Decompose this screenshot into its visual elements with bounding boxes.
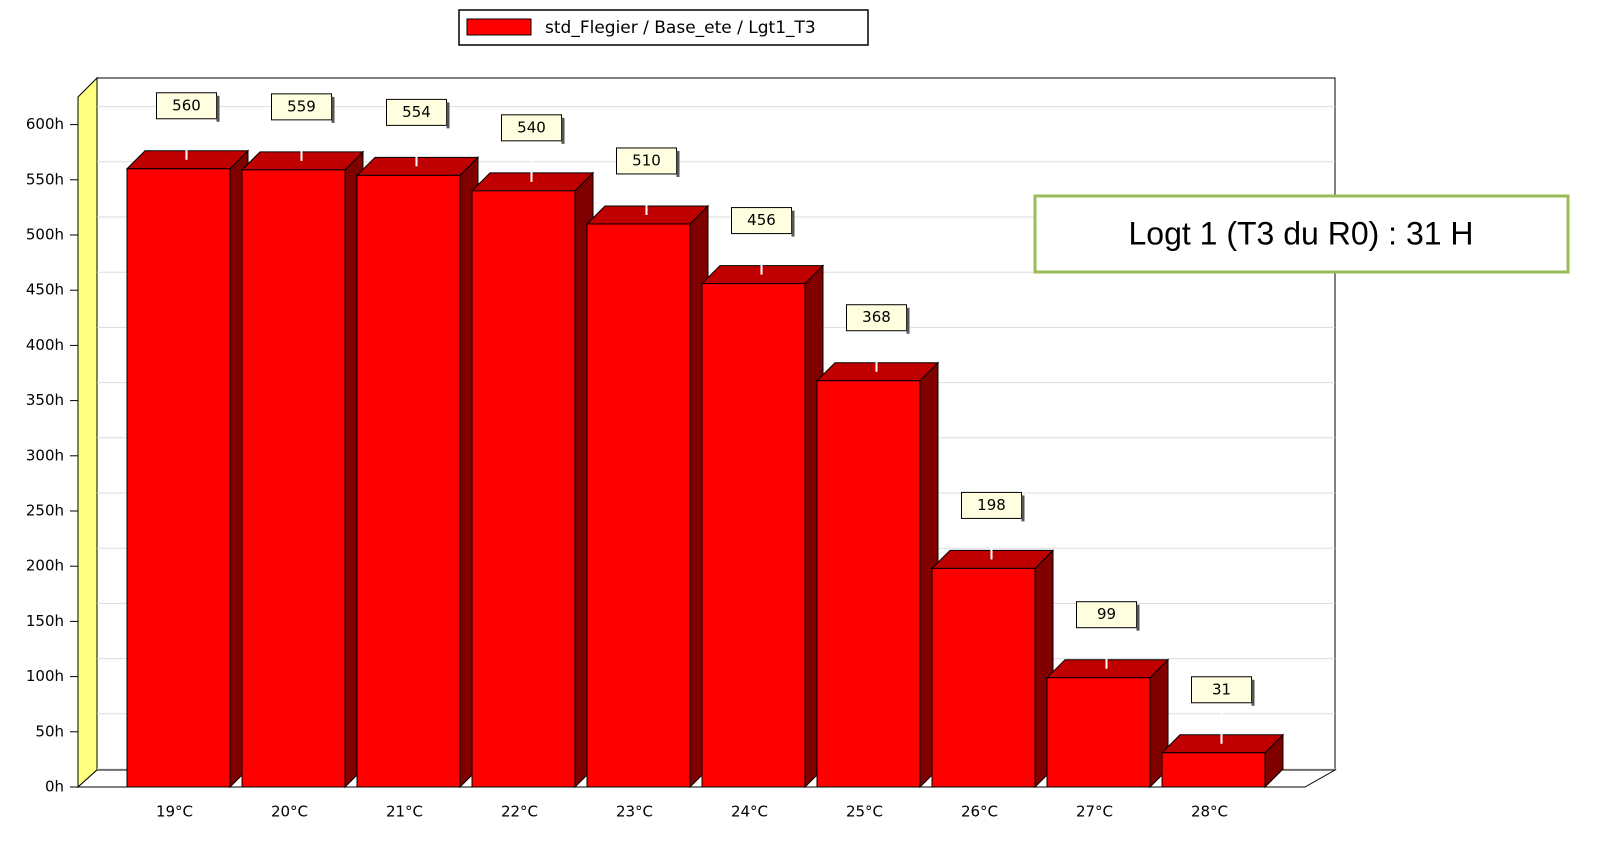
- bar-front: [126, 168, 231, 788]
- value-label-shadow: [1021, 495, 1025, 522]
- value-label-box: [1191, 676, 1252, 704]
- bar-front: [356, 174, 461, 788]
- value-label: 456: [747, 211, 776, 229]
- bar: [700, 264, 825, 789]
- y-tick-label: 300h: [26, 446, 64, 464]
- x-tick-label: 24°C: [731, 803, 768, 821]
- y-tick-label: 50h: [35, 722, 64, 740]
- x-tick-label: 22°C: [501, 803, 538, 821]
- bar-front: [241, 169, 346, 788]
- bar-front: [816, 380, 921, 788]
- value-label: 554: [402, 103, 431, 121]
- value-label-shadow: [1136, 604, 1140, 631]
- x-tick-label: 23°C: [616, 803, 653, 821]
- x-tick-label: 28°C: [1191, 803, 1228, 821]
- x-tick-label: 21°C: [386, 803, 423, 821]
- value-label: 198: [977, 496, 1006, 514]
- value-label-shadow: [446, 102, 450, 129]
- value-label: 559: [287, 97, 316, 115]
- legend-label: std_Flegier / Base_ete / Lgt1_T3: [545, 18, 816, 38]
- y-tick-label: 250h: [26, 502, 64, 520]
- value-label: 560: [172, 96, 201, 114]
- y-tick-label: 100h: [26, 667, 64, 685]
- bar: [240, 150, 365, 789]
- y-tick-label: 500h: [26, 226, 64, 244]
- bar: [815, 361, 940, 789]
- value-label-shadow: [216, 95, 220, 122]
- value-label-box: [616, 147, 677, 175]
- x-tick-label: 26°C: [961, 803, 998, 821]
- bar-front: [1161, 752, 1266, 788]
- legend-swatch: [466, 18, 532, 36]
- y-tick-label: 450h: [26, 281, 64, 299]
- bar: [585, 204, 710, 789]
- value-label: 31: [1212, 680, 1231, 698]
- y-tick-label: 600h: [26, 115, 64, 133]
- value-label: 510: [632, 151, 661, 169]
- bar-front: [586, 223, 691, 788]
- bar: [355, 156, 480, 789]
- bar-front: [1046, 677, 1151, 788]
- y-tick-label: 550h: [26, 170, 64, 188]
- bar: [1045, 658, 1170, 789]
- y-tick-label: 150h: [26, 612, 64, 630]
- y-tick-label: 350h: [26, 391, 64, 409]
- bar-front: [701, 283, 806, 788]
- left-wall: [77, 76, 98, 789]
- value-label-box: [731, 207, 792, 235]
- y-tick-label: 0h: [45, 778, 64, 796]
- value-label: 368: [862, 308, 891, 326]
- value-label-box: [846, 304, 907, 332]
- x-tick-label: 20°C: [271, 803, 308, 821]
- bar: [930, 549, 1055, 789]
- value-label-box: [1076, 601, 1137, 629]
- value-label-shadow: [561, 117, 565, 144]
- value-label-shadow: [676, 150, 680, 177]
- annotation: Logt 1 (T3 du R0) : 31 H: [1128, 215, 1473, 251]
- value-label-shadow: [331, 96, 335, 123]
- value-label-shadow: [906, 307, 910, 334]
- bar: [125, 149, 250, 789]
- x-tick-label: 27°C: [1076, 803, 1113, 821]
- y-tick-label: 200h: [26, 557, 64, 575]
- value-label: 540: [517, 118, 546, 136]
- value-label-shadow: [1251, 679, 1255, 706]
- bar-front: [931, 567, 1036, 788]
- value-label-box: [386, 98, 447, 126]
- x-tick-label: 19°C: [156, 803, 193, 821]
- bar: [470, 171, 595, 789]
- value-label: 99: [1097, 605, 1116, 623]
- bar-front: [471, 190, 576, 788]
- y-tick-label: 400h: [26, 336, 64, 354]
- x-tick-label: 25°C: [846, 803, 883, 821]
- value-label-shadow: [791, 210, 795, 237]
- annotation-box: [1033, 194, 1570, 274]
